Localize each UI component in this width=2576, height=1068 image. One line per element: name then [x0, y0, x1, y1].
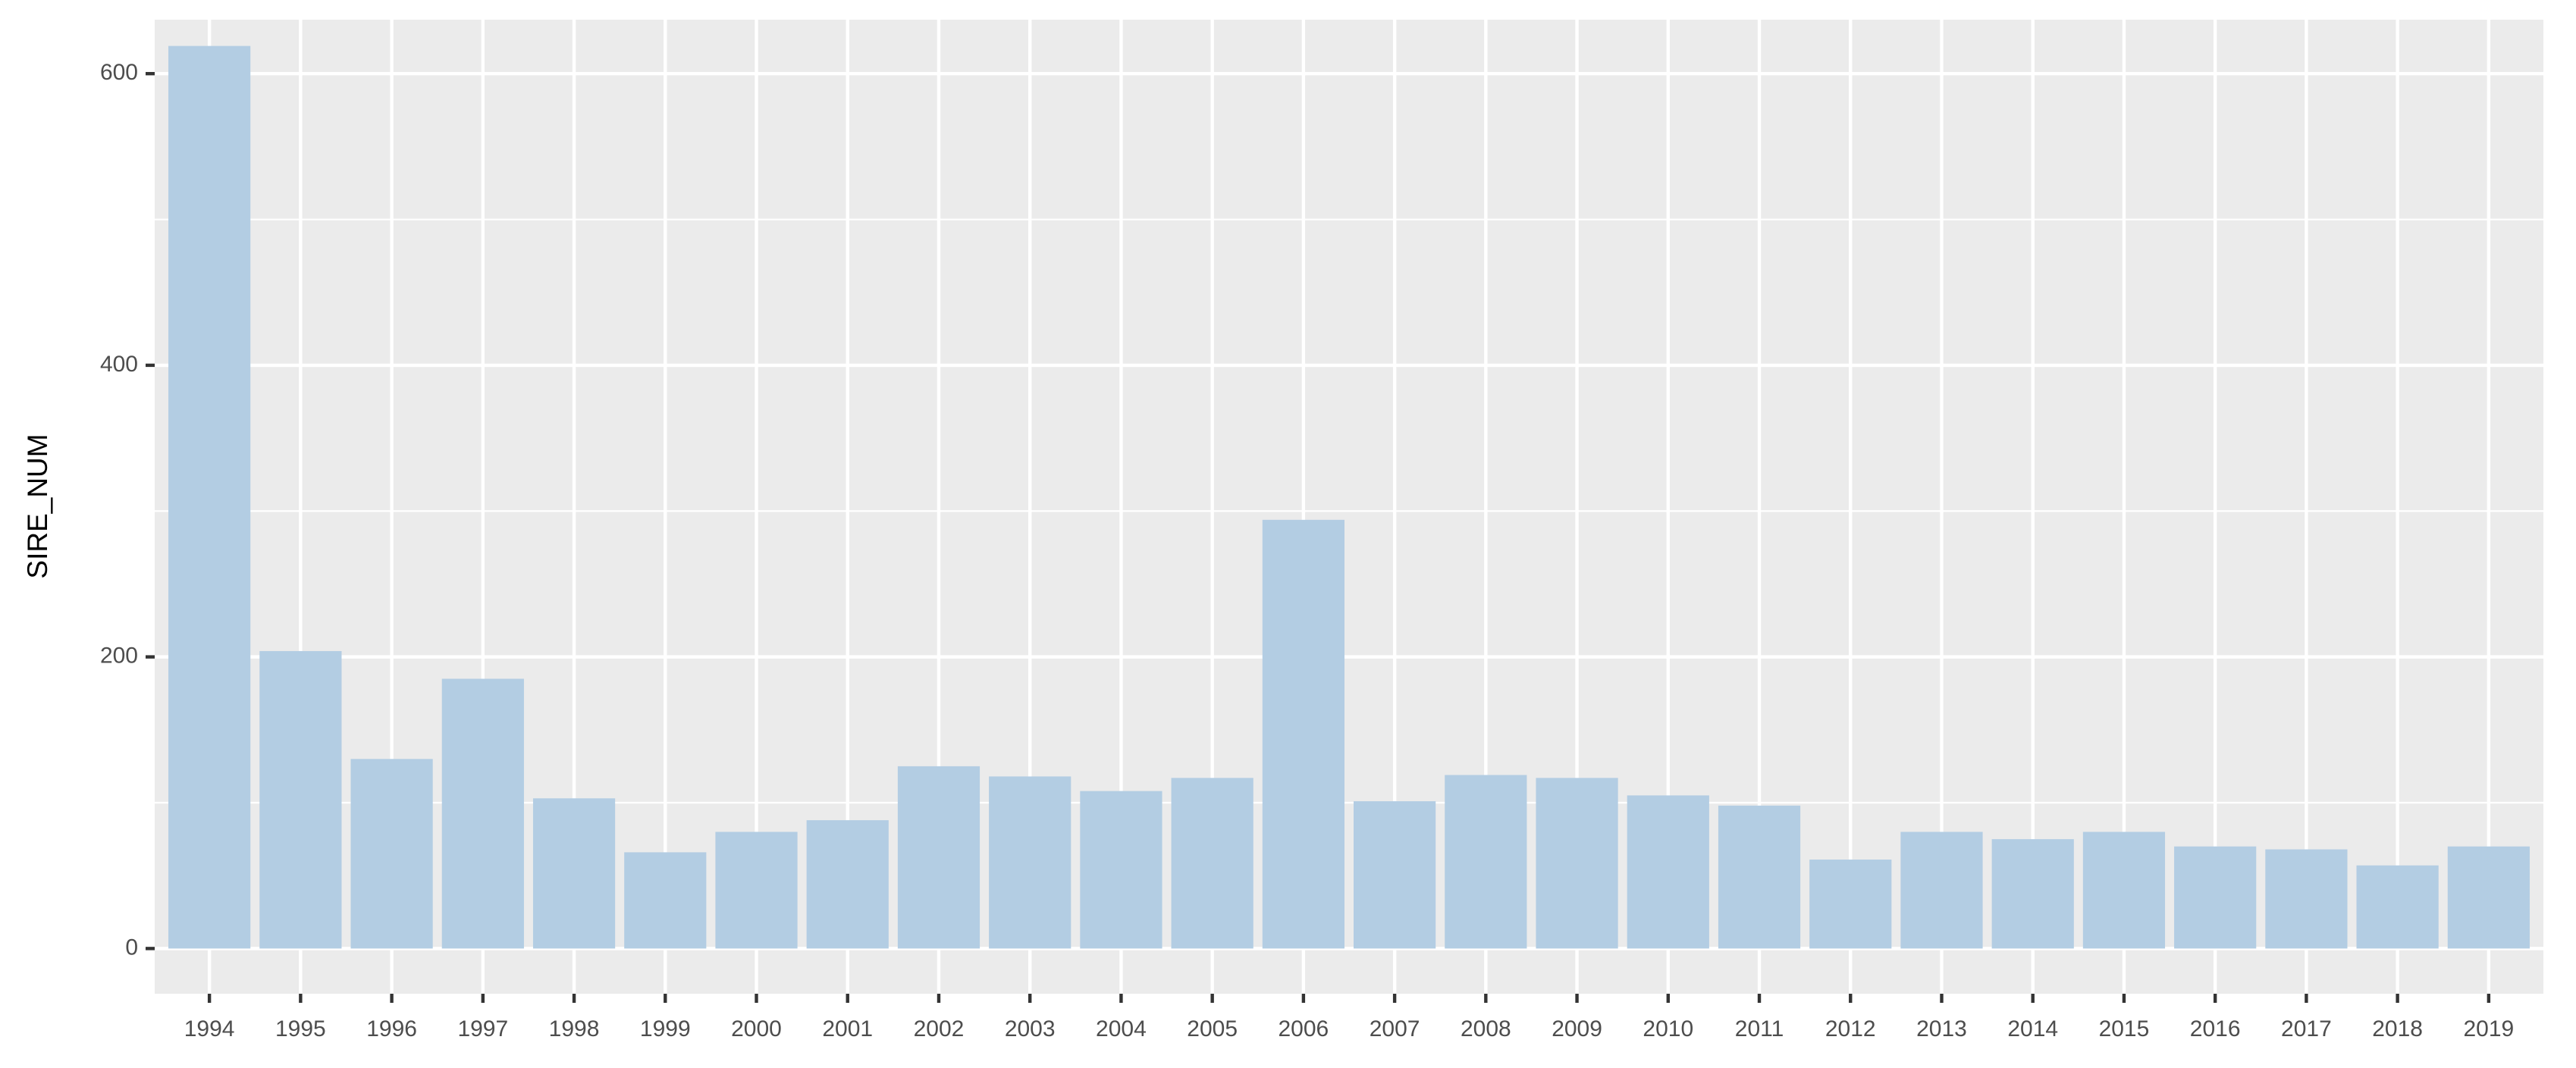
- x-tick-label: 2014: [2007, 1016, 2058, 1041]
- x-tick-label: 1998: [549, 1016, 600, 1041]
- x-tick-label: 2010: [1643, 1016, 1693, 1041]
- bar: [624, 852, 707, 949]
- y-tick-label: 200: [100, 644, 138, 669]
- bar: [259, 650, 342, 949]
- x-tick-label: 2009: [1552, 1016, 1602, 1041]
- bar: [2174, 846, 2257, 949]
- x-tick-label: 2004: [1096, 1016, 1147, 1041]
- x-tick-label: 2007: [1370, 1016, 1420, 1041]
- x-tick-label: 2011: [1735, 1016, 1784, 1041]
- bar: [2356, 865, 2439, 949]
- bar: [1262, 519, 1344, 949]
- y-tick-label: 0: [125, 935, 138, 960]
- x-tick-label: 2008: [1461, 1016, 1511, 1041]
- bar: [441, 678, 524, 949]
- bar: [1080, 791, 1162, 949]
- bar: [1718, 805, 1801, 949]
- x-tick-label: 2000: [731, 1016, 782, 1041]
- bar: [989, 776, 1072, 949]
- bar: [1171, 778, 1253, 949]
- x-tick-label: 2013: [1916, 1016, 1967, 1041]
- bar: [806, 820, 889, 949]
- x-tick-label: 1995: [275, 1016, 326, 1041]
- bar: [1809, 860, 1892, 949]
- x-tick-label: 2002: [914, 1016, 965, 1041]
- x-tick-label: 2017: [2281, 1016, 2332, 1041]
- x-tick-label: 2001: [822, 1016, 873, 1041]
- y-axis-title: SIRE_NUM: [22, 434, 53, 578]
- bar: [1627, 795, 1709, 949]
- bar: [1445, 775, 1527, 949]
- x-tick-label: 2006: [1279, 1016, 1329, 1041]
- x-tick-label: 1996: [366, 1016, 417, 1041]
- x-tick-label: 2015: [2099, 1016, 2150, 1041]
- x-tick-label: 1999: [640, 1016, 691, 1041]
- bar: [2265, 849, 2348, 949]
- bar: [532, 798, 616, 949]
- bar: [715, 832, 798, 949]
- y-tick-label: 600: [100, 60, 138, 85]
- bar: [897, 766, 981, 949]
- bar: [2082, 832, 2166, 949]
- bar: [168, 45, 251, 949]
- x-tick-label: 1994: [184, 1016, 235, 1041]
- bar: [1991, 839, 2074, 949]
- x-tick-label: 2019: [2463, 1016, 2514, 1041]
- y-tick-label: 400: [100, 352, 138, 377]
- x-tick-label: 2018: [2372, 1016, 2423, 1041]
- x-tick-label: 1997: [457, 1016, 508, 1041]
- bar: [1900, 832, 1983, 949]
- x-tick-label: 2016: [2190, 1016, 2241, 1041]
- bar: [2447, 846, 2530, 949]
- bar: [1354, 801, 1436, 949]
- bar: [1536, 778, 1618, 949]
- x-tick-label: 2005: [1187, 1016, 1238, 1041]
- x-tick-label: 2012: [1825, 1016, 1876, 1041]
- x-tick-label: 2003: [1005, 1016, 1056, 1041]
- bar: [350, 759, 433, 949]
